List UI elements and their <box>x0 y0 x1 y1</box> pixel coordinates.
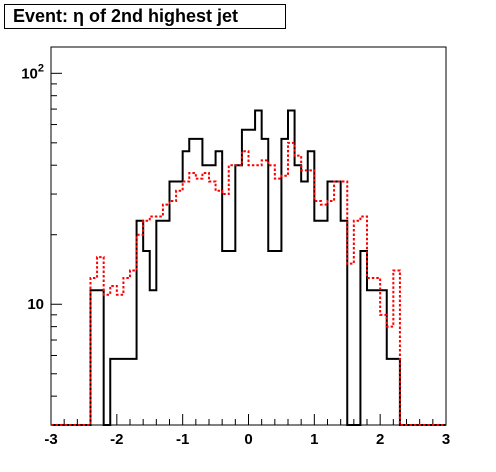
y-tick-label: 102 <box>21 62 44 82</box>
histogram-series <box>51 109 446 426</box>
x-tick-label: -3 <box>44 431 57 448</box>
x-tick-label: -2 <box>110 431 123 448</box>
x-tick-label: 2 <box>376 431 384 448</box>
chart-title: Event: η of 2nd highest jet <box>4 4 286 29</box>
x-tick-label: 3 <box>442 431 450 448</box>
tick-labels: -3 -2 -1 0 1 2 3 10 102 <box>21 62 450 448</box>
x-tick-label: -1 <box>176 431 189 448</box>
x-tick-label: 0 <box>244 431 252 448</box>
x-tick-label: 1 <box>310 431 318 448</box>
histogram-series-1 <box>51 109 446 426</box>
histogram-series-2 <box>51 141 446 426</box>
y-tick-label: 10 <box>27 296 44 313</box>
